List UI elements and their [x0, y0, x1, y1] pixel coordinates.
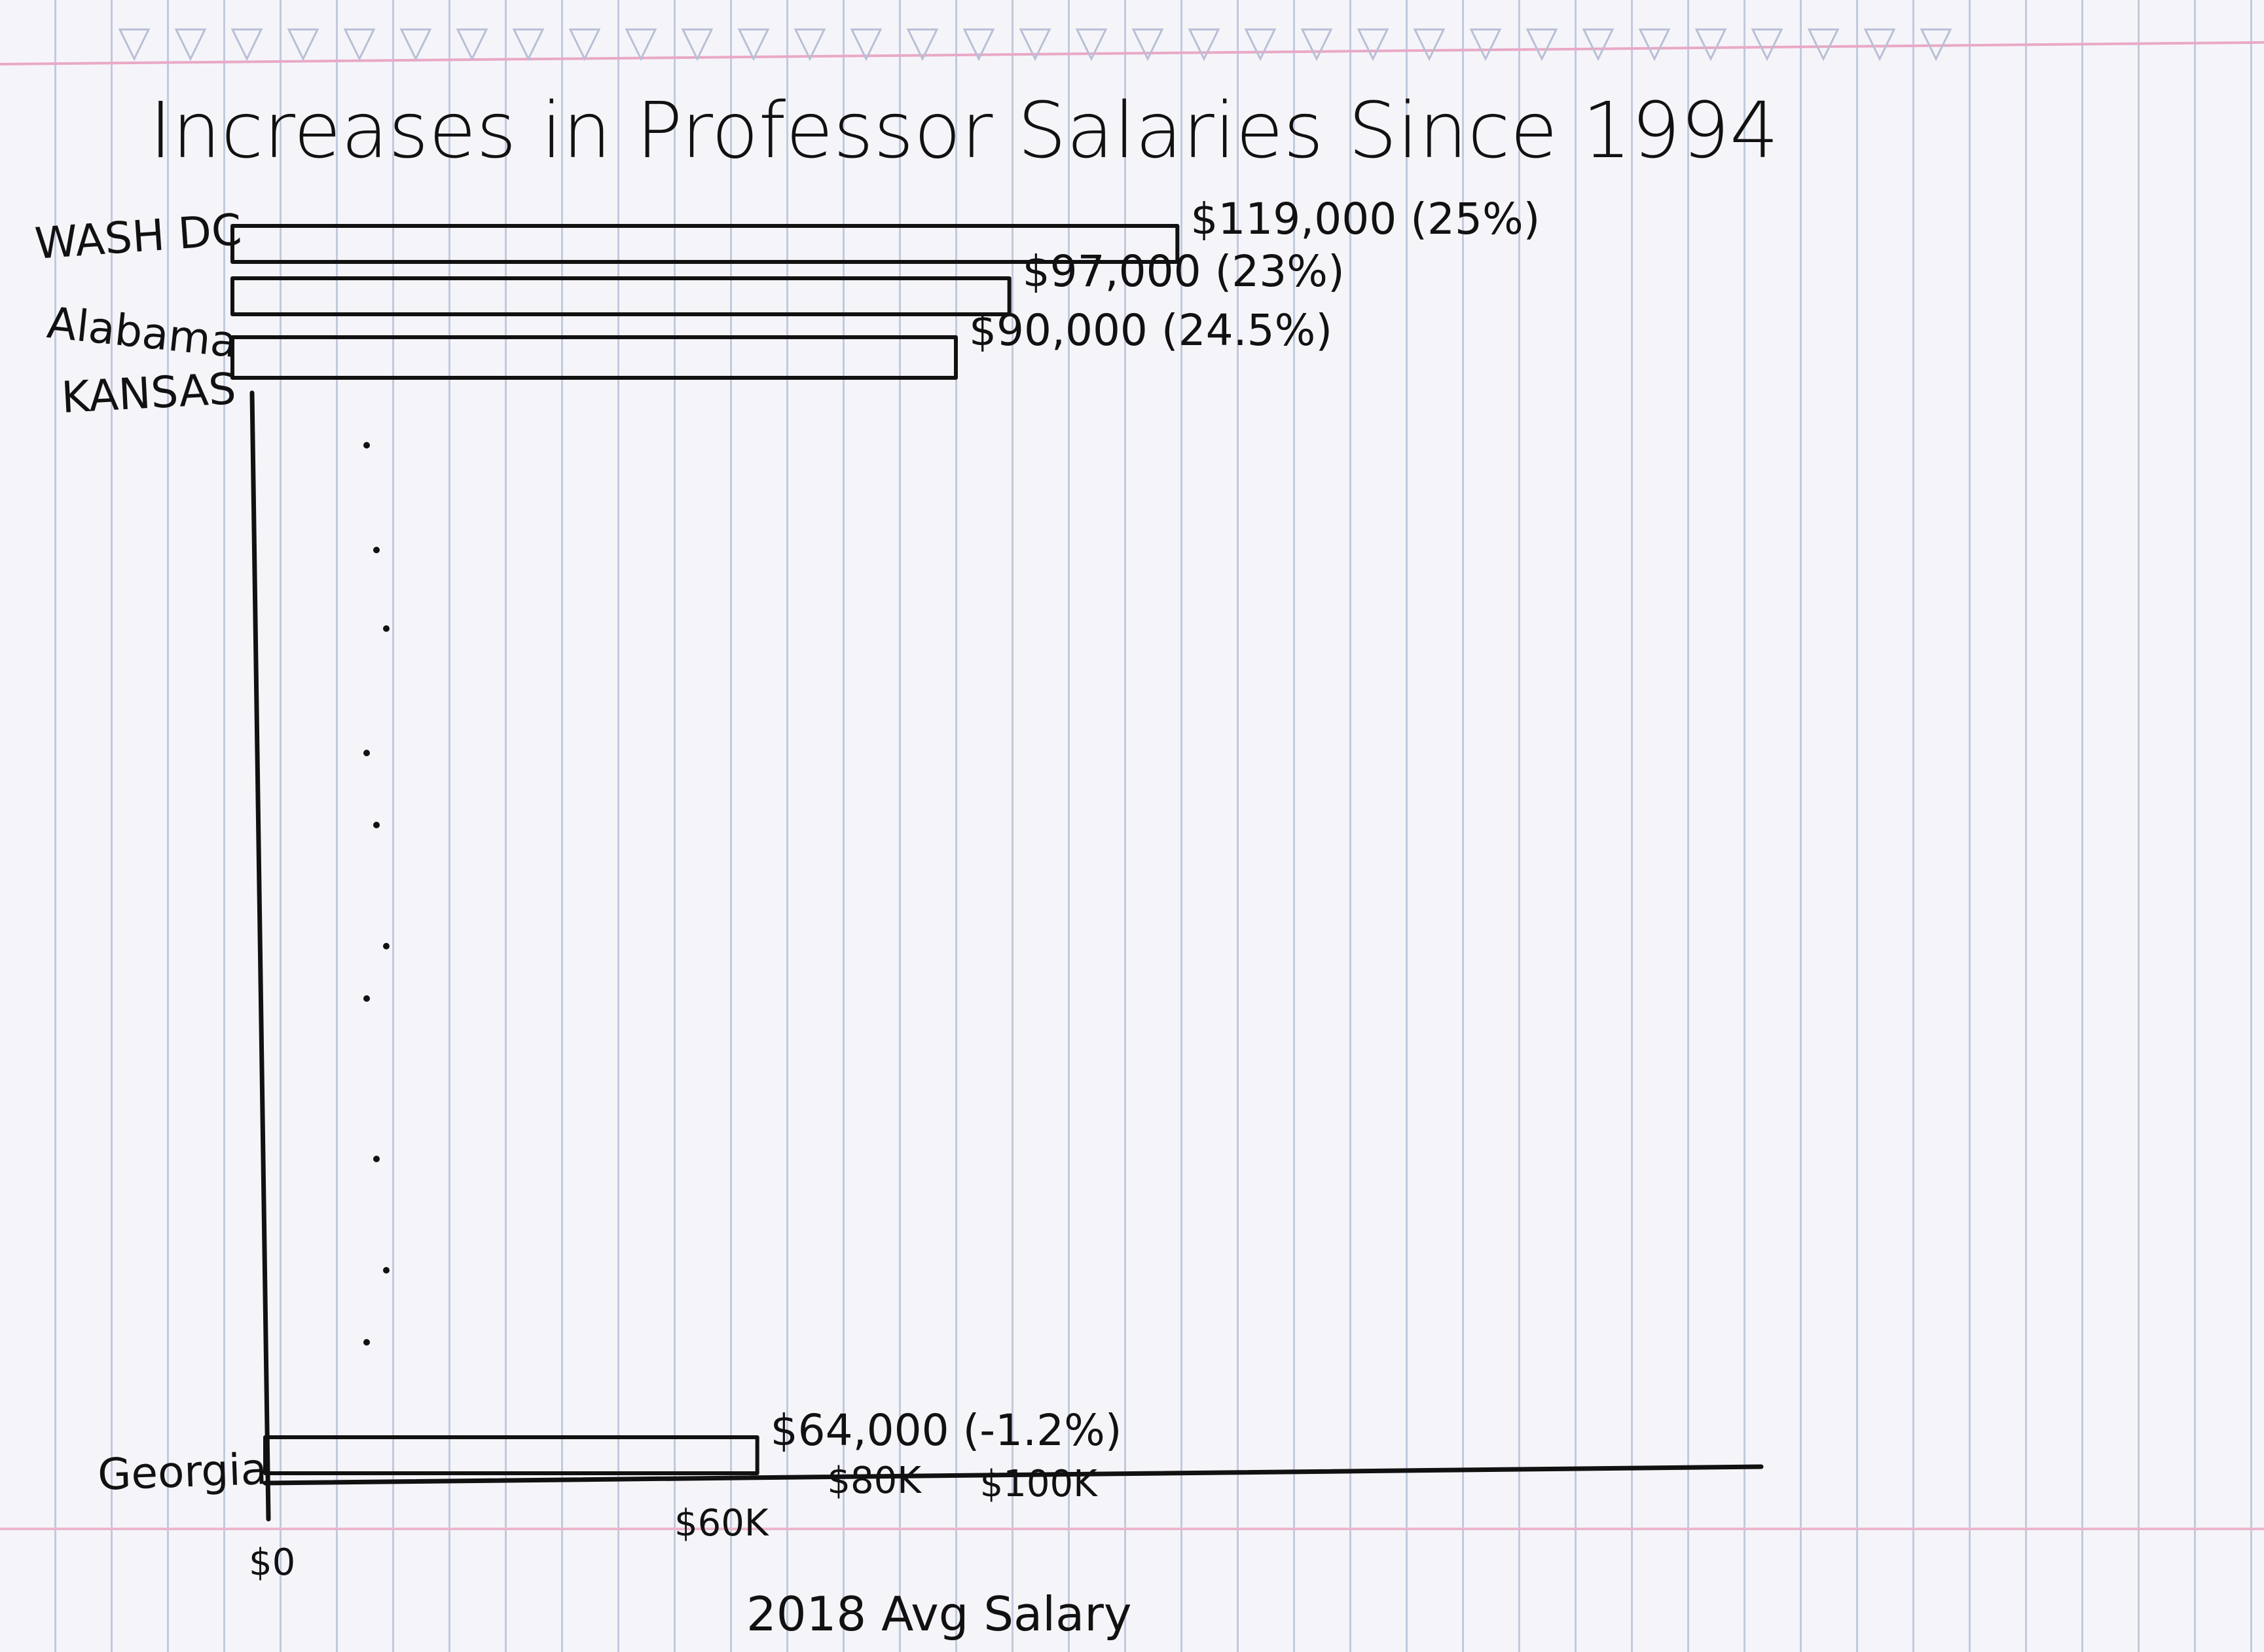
notebook-triangle-icon — [681, 28, 714, 62]
notebook-triangle-icon — [1019, 28, 1051, 62]
notebook-triangle-icon — [568, 28, 601, 62]
chart-title: Increases in Professor Salaries Since 19… — [149, 85, 1779, 175]
notebook-triangle-icon — [1188, 28, 1220, 62]
notebook-triangle-icon — [1300, 28, 1333, 62]
notebook-triangle-icon — [737, 28, 770, 62]
break-dot — [383, 1267, 390, 1274]
notebook-triangle-icon — [1694, 28, 1727, 62]
break-dot — [363, 995, 370, 1002]
break-dot — [383, 943, 390, 949]
notebook-triangle-icon — [174, 28, 207, 62]
break-dot — [383, 625, 390, 632]
break-dot — [363, 1339, 370, 1346]
data-label: $119,000 (25%) — [1190, 194, 1540, 244]
break-dot — [363, 442, 370, 449]
data-label: $64,000 (-1.2%) — [771, 1405, 1122, 1456]
category-label: WASH DC — [33, 204, 244, 269]
category-label: Alabama — [45, 297, 239, 367]
bar-wash-dc — [230, 224, 1180, 264]
category-label: KANSAS — [60, 363, 237, 423]
x-axis-title: 2018 Avg Salary — [746, 1587, 1132, 1642]
break-dot — [373, 1156, 380, 1162]
break-dot — [363, 750, 370, 756]
x-tick-label: $60K — [674, 1502, 769, 1545]
x-axis-line — [263, 1464, 1764, 1486]
notebook-triangle-icon — [1075, 28, 1108, 62]
notebook-triangle-icon — [962, 28, 995, 62]
notebook-triangle-icon — [1525, 28, 1558, 62]
notebook-triangle-icon — [625, 28, 657, 62]
notebook-triangle-icon — [343, 28, 376, 62]
notebook-triangle-icon — [1131, 28, 1164, 62]
notebook-triangle-icon — [1244, 28, 1277, 62]
notebook-triangle-icon — [456, 28, 488, 62]
notebook-triangle-icon — [1807, 28, 1840, 62]
notebook-triangle-icon — [287, 28, 320, 62]
notebook-triangle-icon — [1920, 28, 1952, 62]
notebook-triangle-icon — [1638, 28, 1671, 62]
bar-georgia — [263, 1435, 759, 1475]
axis-break-dots — [363, 442, 390, 1346]
bar-alabama — [230, 276, 1012, 316]
notebook-triangle-icon — [118, 28, 151, 62]
notebook-triangle-icon — [1413, 28, 1446, 62]
notebook-triangle-icon — [906, 28, 939, 62]
notebook-triangle-icon — [1863, 28, 1896, 62]
x-tick-label: $80K — [827, 1459, 922, 1502]
notebook-triangle-icon — [1357, 28, 1389, 62]
notebook-triangle-icon — [399, 28, 432, 62]
bars-group — [230, 224, 1180, 1475]
x-tick-label: $0 — [249, 1541, 295, 1584]
data-label: $97,000 (23%) — [1023, 246, 1345, 297]
notebook-triangle-icon — [1469, 28, 1502, 62]
data-labels: $119,000 (25%)$97,000 (23%) $90,000 (24.5… — [771, 194, 1541, 1456]
notebook-triangle-icon — [794, 28, 826, 62]
y-axis-line — [249, 390, 271, 1522]
notebook-triangle-icon — [1582, 28, 1615, 62]
bar-kansas — [230, 335, 958, 380]
break-dot — [373, 547, 380, 553]
notebook-triangles — [118, 28, 1952, 62]
margin-line-bottom — [0, 1528, 2264, 1530]
data-label: $90,000 (24.5%) — [969, 305, 1332, 356]
notebook-triangle-icon — [1751, 28, 1783, 62]
notebook-triangle-icon — [512, 28, 545, 62]
break-dot — [373, 822, 380, 828]
notebook-triangle-icon — [850, 28, 883, 62]
x-tick-label: $100K — [980, 1463, 1099, 1505]
category-label: Georgia — [97, 1444, 268, 1500]
x-tick-labels: $0 $60K $80K $100K — [249, 1459, 1098, 1584]
notebook-triangle-icon — [230, 28, 263, 62]
